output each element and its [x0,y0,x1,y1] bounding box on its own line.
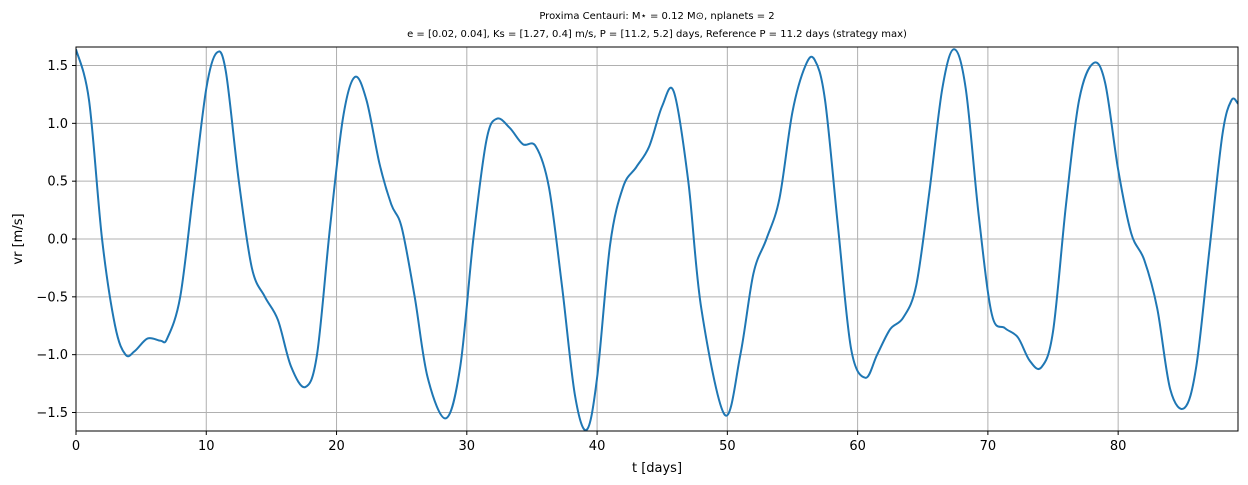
y-tick-label: −1.0 [36,348,68,363]
x-tick-label: 0 [72,439,80,454]
y-tick-label: 1.5 [47,59,68,74]
x-axis-label: t [days] [632,461,682,476]
grid [75,47,1238,431]
y-tick-label: 0.5 [47,175,68,190]
x-tick-label: 60 [849,439,866,454]
x-tick-label: 20 [328,439,345,454]
x-tick-label: 10 [198,439,215,454]
series-layer [76,48,1238,431]
x-tick-label: 80 [1110,439,1127,454]
chart-subtitle: e = [0.02, 0.04], Ks = [1.27, 0.4] m/s, … [407,29,907,40]
y-tick-label: −1.5 [36,406,68,421]
x-tick-label: 40 [589,439,606,454]
x-tick-label: 70 [980,439,997,454]
y-axis-label: vr [m/s] [11,213,26,264]
series-line-0 [76,48,1238,431]
y-tick-label: 0.0 [47,233,68,248]
y-tick-label: 1.0 [47,117,68,132]
x-tick-label: 50 [719,439,736,454]
plot-frame [75,46,1239,432]
x-tick-label: 30 [459,439,476,454]
chart-title: Proxima Centauri: M⋆ = 0.12 M⊙, nplanets… [539,11,774,22]
y-tick-label: −0.5 [36,290,68,305]
axis-ticks: 0 10 20 30 40 50 60 70 80 −1.5 −1.0 −0.5 0.0 0.5 1.0 1.… [36,59,1126,454]
